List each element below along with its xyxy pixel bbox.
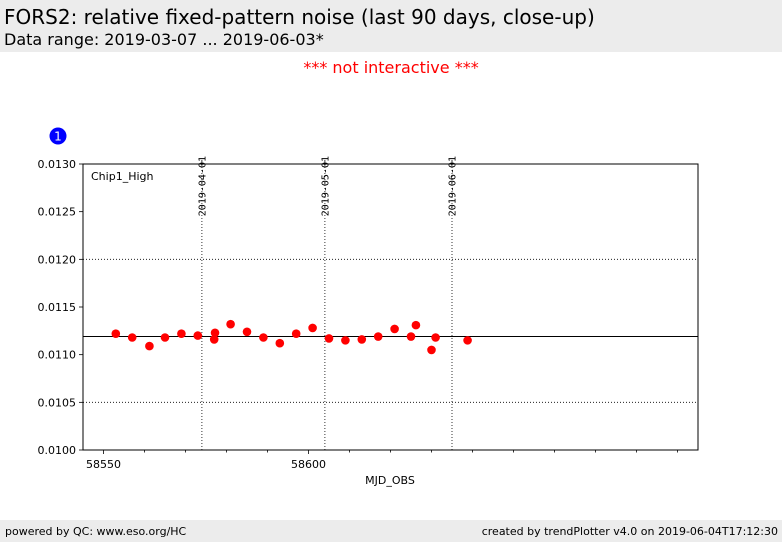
data-point: [308, 323, 317, 333]
data-point: [226, 319, 235, 329]
footer-bar: powered by QC: www.eso.org/HC created by…: [0, 520, 782, 542]
page-title: FORS2: relative fixed-pattern noise (las…: [4, 5, 595, 29]
data-point: [210, 328, 220, 338]
data-point: [406, 332, 416, 341]
x-axis-label: MJD_OBS: [365, 474, 415, 487]
data-point: [111, 329, 121, 338]
data-point: [463, 336, 472, 345]
y-tick-label: 0.0125: [38, 206, 77, 219]
data-point: [193, 331, 203, 340]
footer-powered-by: powered by QC: www.eso.org/HC: [5, 525, 187, 538]
date-marker-label: 2019-04-01: [197, 156, 208, 216]
data-point: [145, 341, 154, 351]
data-point: [373, 332, 383, 341]
data-point: [242, 327, 252, 337]
data-point: [324, 334, 334, 343]
data-point: [411, 320, 421, 330]
date-marker-label: 2019-05-01: [320, 156, 331, 216]
data-point: [259, 333, 268, 342]
data-point: [291, 329, 301, 338]
data-point: [209, 335, 219, 344]
data-point: [427, 345, 436, 355]
panel-label: Chip1_High: [91, 170, 153, 183]
data-point: [431, 333, 440, 342]
date-marker-label: 2019-06-01: [448, 156, 459, 216]
badge-icon: 1: [49, 127, 67, 145]
data-point: [341, 336, 350, 345]
y-tick-label: 0.0120: [38, 253, 77, 266]
plot-frame: [82, 163, 699, 451]
data-point: [127, 333, 137, 342]
data-range-subtitle: Data range: 2019-03-07 ... 2019-06-03*: [4, 30, 324, 49]
data-point: [357, 335, 367, 344]
data-point: [390, 324, 399, 334]
x-tick-label: 58600: [291, 458, 326, 471]
header-bar: FORS2: relative fixed-pattern noise (las…: [0, 0, 782, 52]
footer-created-by: created by trendPlotter v4.0 on 2019-06-…: [481, 525, 778, 538]
badge-label: 1: [54, 130, 62, 144]
y-tick-label: 0.0130: [38, 158, 77, 171]
y-tick-label: 0.0100: [38, 444, 77, 457]
not-interactive-notice: *** not interactive ***: [303, 58, 479, 77]
x-tick-label: 58550: [86, 458, 121, 471]
y-tick-label: 0.0105: [38, 396, 77, 409]
y-tick-label: 0.0110: [38, 349, 77, 362]
y-tick-label: 0.0115: [38, 301, 77, 314]
data-point: [275, 338, 285, 348]
data-point: [160, 333, 170, 342]
data-point: [177, 329, 186, 338]
